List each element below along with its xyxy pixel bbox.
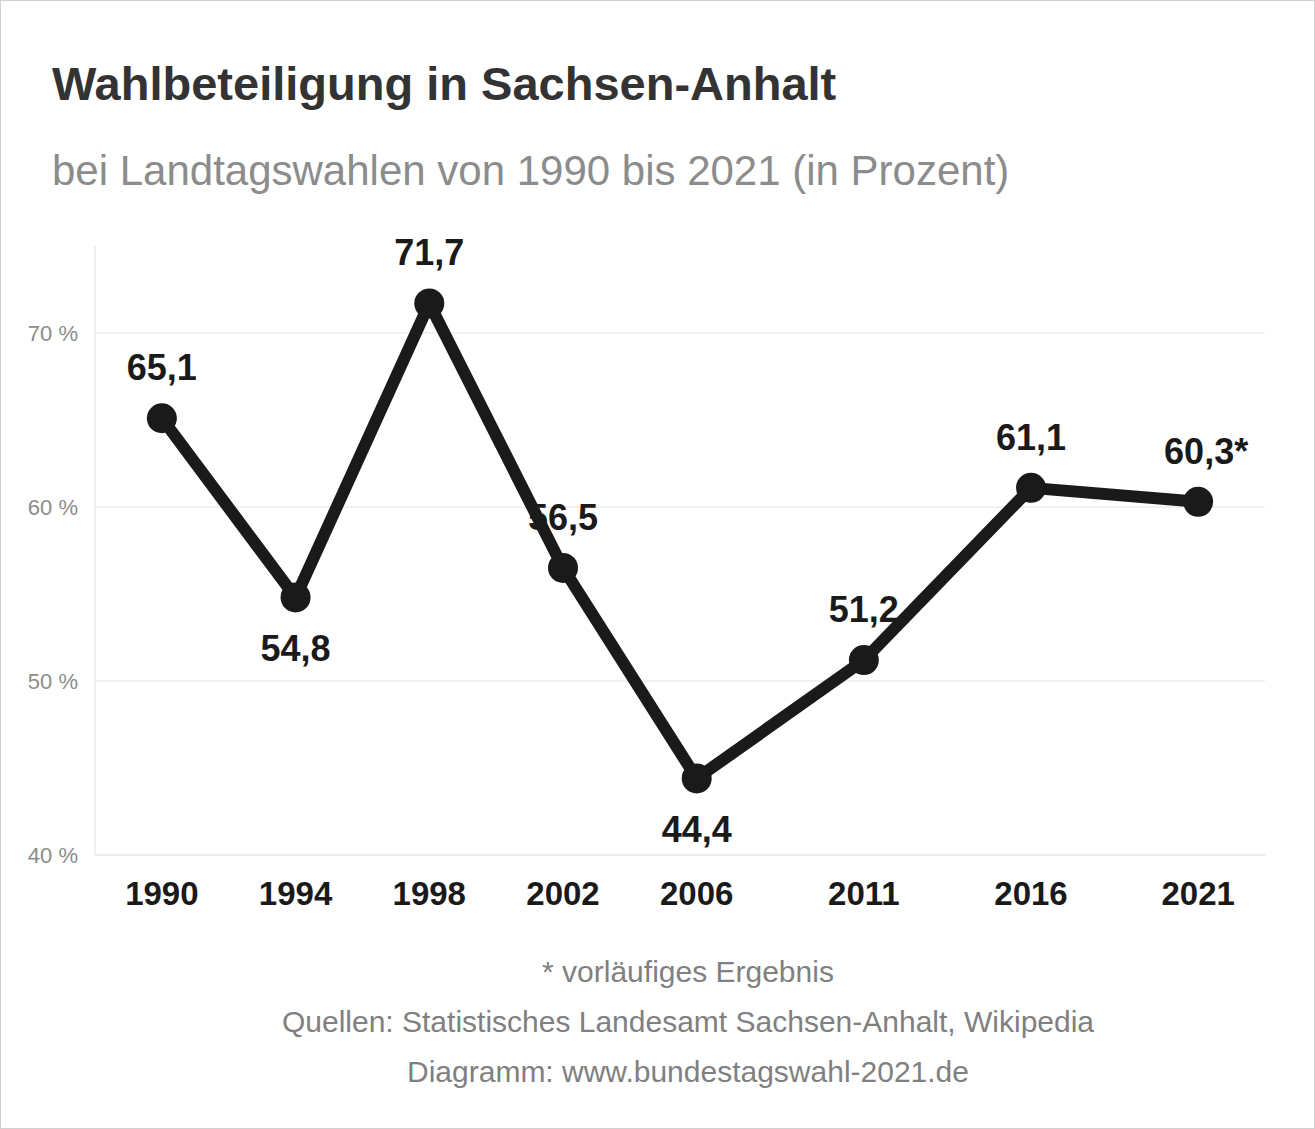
data-label: 56,5 (528, 497, 598, 538)
y-tick-label: 40 % (28, 843, 78, 868)
annotation: Quellen: Statistisches Landesamt Sachsen… (282, 1005, 1094, 1038)
x-tick-label: 2021 (1161, 875, 1234, 912)
grid-line (95, 854, 1265, 856)
y-tick-label: 60 % (28, 495, 78, 520)
x-axis-line (95, 854, 1265, 856)
marker (1183, 487, 1213, 517)
line (162, 303, 1198, 778)
grid-line (95, 506, 1265, 508)
data-label: 65,1 (127, 347, 197, 388)
grid-line (95, 680, 1265, 682)
y-tick-label: 70 % (28, 321, 78, 346)
data-label: 51,2 (829, 589, 899, 630)
title: Wahlbeteiligung in Sachsen-Anhalt (52, 57, 837, 110)
annotation: * vorläufiges Ergebnis (542, 955, 834, 988)
subtitle: bei Landtagswahlen von 1990 bis 2021 (in… (52, 147, 1009, 194)
x-tick-label: 2002 (526, 875, 599, 912)
x-tick-label: 2016 (994, 875, 1067, 912)
annotation: Diagramm: www.bundestagswahl-2021.de (407, 1055, 969, 1088)
marker (682, 763, 712, 793)
marker (548, 553, 578, 583)
y-tick-label: 50 % (28, 669, 78, 694)
data-label: 44,4 (662, 809, 732, 850)
chart: Wahlbeteiligung in Sachsen-Anhalt bei Lan… (0, 0, 1315, 1129)
marker (414, 288, 444, 318)
marker (1016, 473, 1046, 503)
x-tick-label: 2006 (660, 875, 733, 912)
marker (147, 403, 177, 433)
x-tick-label: 1998 (393, 875, 466, 912)
data-label: 60,3* (1164, 431, 1248, 472)
data-label: 71,7 (394, 232, 464, 273)
marker (849, 645, 879, 675)
y-axis-line (94, 246, 96, 855)
data-label: 61,1 (996, 417, 1066, 458)
plot-area (147, 288, 1213, 793)
x-tick-label: 1994 (259, 875, 333, 912)
marker (281, 582, 311, 612)
data-label: 54,8 (261, 628, 331, 669)
x-tick-label: 1990 (125, 875, 198, 912)
background (1, 1, 1315, 1129)
grid-line (95, 332, 1265, 334)
x-tick-label: 2011 (828, 875, 900, 912)
